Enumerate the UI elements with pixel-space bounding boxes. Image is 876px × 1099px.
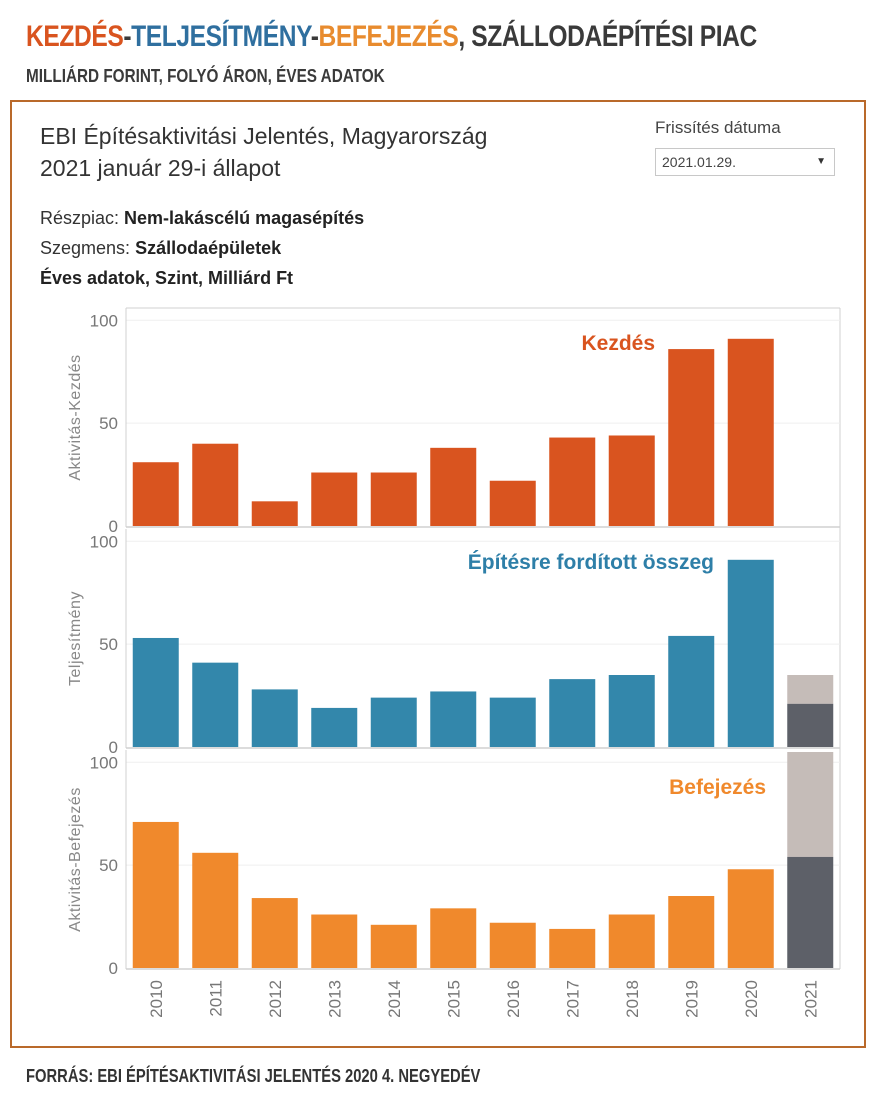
bar-teljesitmeny [549, 679, 596, 747]
y-tick-label: 0 [109, 517, 118, 536]
units-value: Éves adatok, Szint, Milliárd Ft [40, 268, 294, 288]
bar-befejezes [727, 869, 774, 968]
header-title: KEZDÉS-TELJESÍTMÉNY-BEFEJEZÉS, SZÁLLODAÉ… [26, 20, 757, 54]
panel-label: Befejezés [669, 776, 766, 799]
header-title-part: KEZDÉS [26, 20, 124, 53]
units-line: Éves adatok, Szint, Milliárd Ft [40, 268, 293, 289]
bar-kezdes [251, 501, 298, 526]
subsector-value: Nem-lakáscélú magasépítés [124, 208, 365, 228]
forecast-bar-extra [787, 752, 834, 857]
update-date-label: Frissítés dátuma [655, 118, 781, 137]
x-tick-label: 2019 [682, 980, 701, 1018]
header-title-part: BEFEJEZÉS [318, 20, 459, 53]
segment-value: Szállodaépületek [135, 238, 282, 258]
x-tick-label: 2017 [563, 980, 582, 1018]
update-date-select[interactable]: 2021.01.29. ▼ [655, 148, 835, 176]
forecast-bar-base [787, 856, 834, 968]
bar-befejezes [430, 908, 477, 968]
x-tick-label: 2020 [742, 980, 761, 1018]
header-subtitle: MILLIÁRD FORINT, FOLYÓ ÁRON, ÉVES ADATOK [26, 66, 385, 86]
y-axis-label: Aktivitás-Kezdés [67, 354, 84, 480]
x-tick-label: 2010 [147, 980, 166, 1018]
bar-kezdes [311, 472, 358, 526]
bar-befejezes [132, 821, 179, 968]
bar-kezdes [430, 447, 477, 526]
y-tick-label: 50 [99, 414, 118, 433]
x-tick-label: 2021 [801, 980, 820, 1018]
bar-kezdes [727, 338, 774, 526]
bar-befejezes [668, 896, 715, 968]
y-axis-label: Aktivitás-Befejezés [67, 787, 84, 932]
bar-teljesitmeny [489, 697, 536, 747]
subsector-line: Részpiac: Nem-lakáscélú magasépítés [40, 208, 364, 229]
bar-teljesitmeny [370, 697, 417, 747]
y-tick-label: 100 [90, 753, 118, 772]
y-axis-label: Teljesítmény [67, 591, 84, 686]
report-title: EBI Építésaktivitási Jelentés, Magyarors… [40, 120, 487, 184]
forecast-bar-extra [787, 675, 834, 704]
panel-label: Kezdés [581, 332, 655, 355]
bar-befejezes [608, 914, 655, 968]
header-title-part: - [123, 20, 132, 53]
x-tick-label: 2014 [385, 980, 404, 1018]
bar-kezdes [370, 472, 417, 526]
x-tick-label: 2016 [504, 980, 523, 1018]
y-tick-label: 0 [109, 959, 118, 978]
bar-teljesitmeny [251, 689, 298, 747]
y-tick-label: 0 [109, 738, 118, 757]
segment-label: Szegmens: [40, 238, 131, 258]
report-title-line1: EBI Építésaktivitási Jelentés, Magyarors… [40, 123, 488, 149]
x-tick-label: 2015 [444, 980, 463, 1018]
y-tick-label: 100 [90, 311, 118, 330]
footer-source: FORRÁS: EBI ÉPÍTÉSAKTIVITÁSI JELENTÉS 20… [26, 1066, 481, 1086]
chevron-down-icon: ▼ [816, 156, 826, 167]
bar-kezdes [668, 349, 715, 526]
bar-kezdes [132, 462, 179, 526]
x-tick-label: 2013 [325, 980, 344, 1018]
bar-befejezes [489, 922, 536, 968]
header-title-part: - [310, 20, 319, 53]
y-tick-label: 100 [90, 532, 118, 551]
bar-teljesitmeny [192, 662, 239, 747]
x-tick-label: 2011 [206, 980, 225, 1017]
bar-befejezes [549, 928, 596, 968]
bar-befejezes [370, 924, 417, 968]
segment-line: Szegmens: Szállodaépületek [40, 238, 281, 259]
bar-teljesitmeny [668, 635, 715, 747]
bar-teljesitmeny [430, 691, 477, 747]
bar-teljesitmeny [311, 707, 358, 747]
report-title-line2: 2021 január 29-i állapot [40, 155, 281, 181]
y-tick-label: 50 [99, 856, 118, 875]
bar-befejezes [251, 898, 298, 968]
bar-kezdes [489, 480, 536, 526]
subsector-label: Részpiac: [40, 208, 120, 228]
header-title-part: , SZÁLLODAÉPÍTÉSI PIAC [458, 20, 757, 53]
bar-teljesitmeny [727, 559, 774, 747]
bar-teljesitmeny [608, 675, 655, 747]
bar-befejezes [192, 852, 239, 968]
header-title-part: TELJESÍTMÉNY [131, 20, 311, 53]
x-tick-label: 2018 [623, 980, 642, 1018]
bar-kezdes [608, 435, 655, 526]
bar-kezdes [549, 437, 596, 526]
x-tick-label: 2012 [266, 980, 285, 1018]
update-date-value: 2021.01.29. [662, 154, 736, 170]
bar-teljesitmeny [132, 637, 179, 747]
panel-label: Építésre fordított összeg [468, 551, 714, 574]
y-tick-label: 50 [99, 635, 118, 654]
bar-befejezes [311, 914, 358, 968]
forecast-bar-base [787, 703, 834, 747]
bar-kezdes [192, 443, 239, 526]
